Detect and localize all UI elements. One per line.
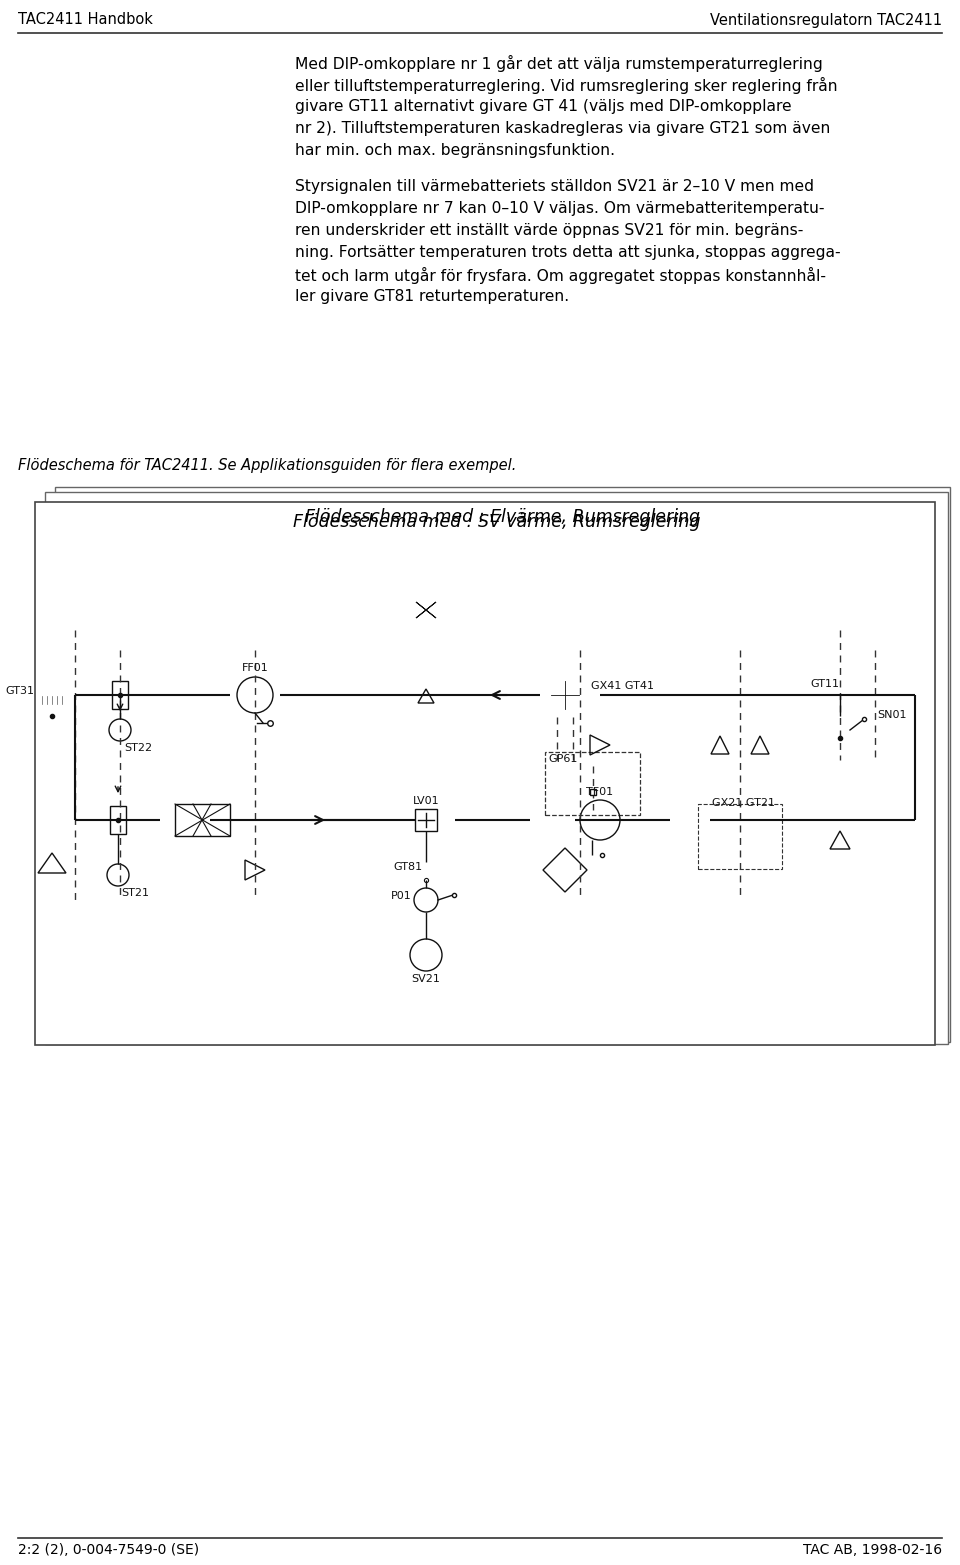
Bar xyxy=(112,681,128,709)
Bar xyxy=(45,491,948,1044)
Bar xyxy=(55,487,950,1042)
Bar xyxy=(35,502,935,1045)
Text: TF01: TF01 xyxy=(587,787,613,797)
Text: tet och larm utgår för frysfara. Om aggregatet stoppas konstannhål-: tet och larm utgår för frysfara. Om aggr… xyxy=(295,268,826,283)
Text: Flödesschema med : Elvärme, Rumsreglering: Flödesschema med : Elvärme, Rumsreglerin… xyxy=(305,509,700,526)
Bar xyxy=(415,809,437,831)
Text: nr 2). Tilluftstemperaturen kaskadregleras via givare GT21 som även: nr 2). Tilluftstemperaturen kaskadregler… xyxy=(295,121,830,136)
Text: TAC AB, 1998-02-16: TAC AB, 1998-02-16 xyxy=(803,1543,942,1557)
Text: GT31: GT31 xyxy=(5,685,34,696)
Text: P01: P01 xyxy=(392,890,412,901)
Bar xyxy=(698,804,782,869)
Text: ST22: ST22 xyxy=(124,743,152,753)
Bar xyxy=(545,753,640,815)
Text: GX41 GT41: GX41 GT41 xyxy=(591,681,654,692)
Text: Styrsignalen till värmebatteriets ställdon SV21 är 2–10 V men med: Styrsignalen till värmebatteriets ställd… xyxy=(295,178,814,194)
Text: Ventilationsregulatorn TAC2411: Ventilationsregulatorn TAC2411 xyxy=(709,13,942,28)
Text: FF01: FF01 xyxy=(242,664,269,673)
Text: eller tilluftstemperaturreglering. Vid rumsreglering sker reglering från: eller tilluftstemperaturreglering. Vid r… xyxy=(295,77,838,94)
Text: GX21 GT21: GX21 GT21 xyxy=(712,798,775,808)
Text: SV21: SV21 xyxy=(412,973,441,984)
Text: Flödesschema med : SV värme, Rumsreglering: Flödesschema med : SV värme, Rumsregleri… xyxy=(293,513,700,531)
Text: har min. och max. begränsningsfunktion.: har min. och max. begränsningsfunktion. xyxy=(295,142,615,158)
Text: DIP-omkopplare nr 7 kan 0–10 V väljas. Om värmebatteritemperatu-: DIP-omkopplare nr 7 kan 0–10 V väljas. O… xyxy=(295,200,825,216)
Text: Med DIP-omkopplare nr 1 går det att välja rumstemperaturreglering: Med DIP-omkopplare nr 1 går det att välj… xyxy=(295,55,823,72)
Text: ren underskrider ett inställt värde öppnas SV21 för min. begräns-: ren underskrider ett inställt värde öppn… xyxy=(295,222,804,238)
Text: GT81: GT81 xyxy=(393,862,422,872)
Bar xyxy=(110,806,126,834)
Text: SN01: SN01 xyxy=(877,711,906,720)
Text: ST21: ST21 xyxy=(121,887,149,898)
Bar xyxy=(175,804,230,836)
Text: GP61: GP61 xyxy=(548,754,577,764)
Text: 2:2 (2), 0-004-7549-0 (SE): 2:2 (2), 0-004-7549-0 (SE) xyxy=(18,1543,199,1557)
Text: LV01: LV01 xyxy=(413,797,440,806)
Text: givare GT11 alternativt givare GT 41 (väljs med DIP-omkopplare: givare GT11 alternativt givare GT 41 (vä… xyxy=(295,99,792,114)
Text: TAC2411 Handbok: TAC2411 Handbok xyxy=(18,13,153,28)
Text: ler givare GT81 returtemperaturen.: ler givare GT81 returtemperaturen. xyxy=(295,290,569,304)
Text: Flödeschema för TAC2411. Se Applikationsguiden för flera exempel.: Flödeschema för TAC2411. Se Applikations… xyxy=(18,459,516,473)
Text: GT11: GT11 xyxy=(810,679,839,689)
Text: ning. Fortsätter temperaturen trots detta att sjunka, stoppas aggrega-: ning. Fortsätter temperaturen trots dett… xyxy=(295,246,841,260)
